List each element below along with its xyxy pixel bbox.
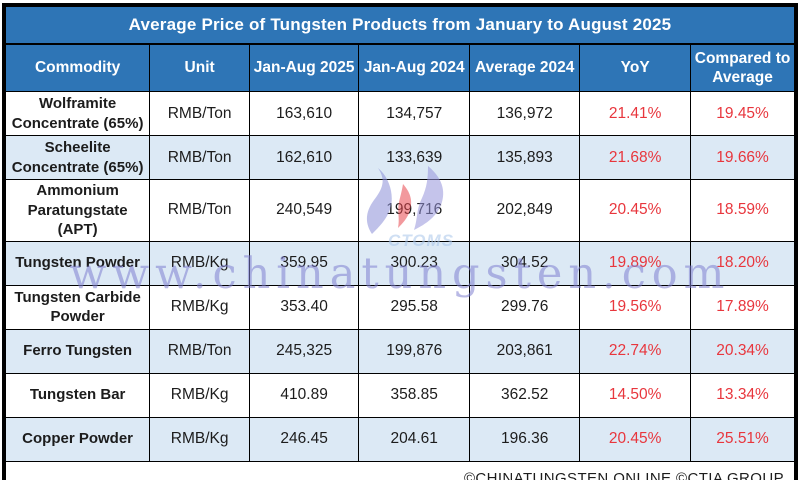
- cell-compared: 19.66%: [690, 135, 797, 180]
- table-row: Tungsten Carbide Powder RMB/Kg 353.40 29…: [3, 284, 797, 330]
- price-table: Average Price of Tungsten Products from …: [2, 3, 798, 480]
- cell-compared: 19.45%: [690, 91, 797, 136]
- cell-unit: RMB/Kg: [149, 240, 250, 286]
- cell-yoy: 19.89%: [579, 240, 692, 286]
- table-row: Wolframite Concentrate (65%) RMB/Ton 163…: [3, 91, 797, 136]
- table-header-row: Commodity Unit Jan-Aug 2025 Jan-Aug 2024…: [3, 43, 797, 92]
- table-row: Copper Powder RMB/Kg 246.45 204.61 196.3…: [3, 416, 797, 462]
- cell-yoy: 20.45%: [579, 179, 692, 242]
- cell-commodity: Tungsten Powder: [3, 240, 151, 286]
- cell-unit: RMB/Ton: [149, 328, 250, 374]
- cell-commodity: Tungsten Carbide Powder: [3, 284, 151, 330]
- cell-commodity: Scheelite Concentrate (65%): [3, 135, 151, 180]
- cell-unit: RMB/Kg: [149, 372, 250, 418]
- cell-average-2024: 203,861: [469, 328, 581, 374]
- column-header-jan-aug-2024: Jan-Aug 2024: [358, 43, 471, 92]
- cell-jan-aug-2024: 134,757: [358, 91, 471, 136]
- cell-jan-aug-2025: 359.95: [248, 240, 360, 286]
- cell-jan-aug-2024: 295.58: [358, 284, 471, 330]
- cell-jan-aug-2025: 162,610: [248, 135, 360, 180]
- cell-jan-aug-2025: 246.45: [248, 416, 360, 462]
- cell-jan-aug-2025: 353.40: [248, 284, 360, 330]
- cell-unit: RMB/Kg: [149, 416, 250, 462]
- cell-jan-aug-2024: 199,716: [358, 179, 471, 242]
- cell-unit: RMB/Ton: [149, 179, 250, 242]
- cell-compared: 13.34%: [690, 372, 797, 418]
- cell-jan-aug-2025: 163,610: [248, 91, 360, 136]
- column-header-yoy: YoY: [579, 43, 692, 92]
- cell-average-2024: 299.76: [469, 284, 581, 330]
- cell-yoy: 20.45%: [579, 416, 692, 462]
- cell-commodity: Tungsten Bar: [3, 372, 151, 418]
- cell-yoy: 21.68%: [579, 135, 692, 180]
- cell-jan-aug-2025: 245,325: [248, 328, 360, 374]
- cell-commodity: Ferro Tungsten: [3, 328, 151, 374]
- cell-unit: RMB/Ton: [149, 135, 250, 180]
- column-header-jan-aug-2025: Jan-Aug 2025: [248, 43, 360, 92]
- cell-average-2024: 202,849: [469, 179, 581, 242]
- column-header-unit: Unit: [149, 43, 250, 92]
- cell-yoy: 21.41%: [579, 91, 692, 136]
- page-title: Average Price of Tungsten Products from …: [3, 4, 797, 45]
- column-header-average-2024: Average 2024: [469, 43, 581, 92]
- cell-average-2024: 304.52: [469, 240, 581, 286]
- cell-compared: 20.34%: [690, 328, 797, 374]
- table-row: Tungsten Bar RMB/Kg 410.89 358.85 362.52…: [3, 372, 797, 418]
- cell-jan-aug-2025: 410.89: [248, 372, 360, 418]
- cell-commodity: Copper Powder: [3, 416, 151, 462]
- cell-unit: RMB/Ton: [149, 91, 250, 136]
- table-row: Tungsten Powder RMB/Kg 359.95 300.23 304…: [3, 240, 797, 286]
- cell-unit: RMB/Kg: [149, 284, 250, 330]
- column-header-commodity: Commodity: [3, 43, 151, 92]
- cell-average-2024: 196.36: [469, 416, 581, 462]
- cell-jan-aug-2024: 300.23: [358, 240, 471, 286]
- cell-yoy: 19.56%: [579, 284, 692, 330]
- cell-jan-aug-2024: 358.85: [358, 372, 471, 418]
- cell-jan-aug-2024: 204.61: [358, 416, 471, 462]
- table-row: Ammonium Paratungstate (APT) RMB/Ton 240…: [3, 179, 797, 242]
- copyright-text: ©CHINATUNGSTEN ONLINE ©CTIA GROUP: [3, 460, 797, 480]
- cell-jan-aug-2024: 133,639: [358, 135, 471, 180]
- cell-average-2024: 135,893: [469, 135, 581, 180]
- cell-jan-aug-2025: 240,549: [248, 179, 360, 242]
- cell-commodity: Wolframite Concentrate (65%): [3, 91, 151, 136]
- table-title-row: Average Price of Tungsten Products from …: [3, 4, 797, 45]
- cell-yoy: 14.50%: [579, 372, 692, 418]
- cell-compared: 18.20%: [690, 240, 797, 286]
- table-footer-row: ©CHINATUNGSTEN ONLINE ©CTIA GROUP: [3, 460, 797, 480]
- cell-average-2024: 136,972: [469, 91, 581, 136]
- cell-compared: 17.89%: [690, 284, 797, 330]
- cell-average-2024: 362.52: [469, 372, 581, 418]
- cell-compared: 25.51%: [690, 416, 797, 462]
- cell-compared: 18.59%: [690, 179, 797, 242]
- cell-jan-aug-2024: 199,876: [358, 328, 471, 374]
- cell-yoy: 22.74%: [579, 328, 692, 374]
- table-row: Ferro Tungsten RMB/Ton 245,325 199,876 2…: [3, 328, 797, 374]
- table-row: Scheelite Concentrate (65%) RMB/Ton 162,…: [3, 135, 797, 180]
- column-header-compared-to-average: Compared to Average: [690, 43, 797, 92]
- cell-commodity: Ammonium Paratungstate (APT): [3, 179, 151, 242]
